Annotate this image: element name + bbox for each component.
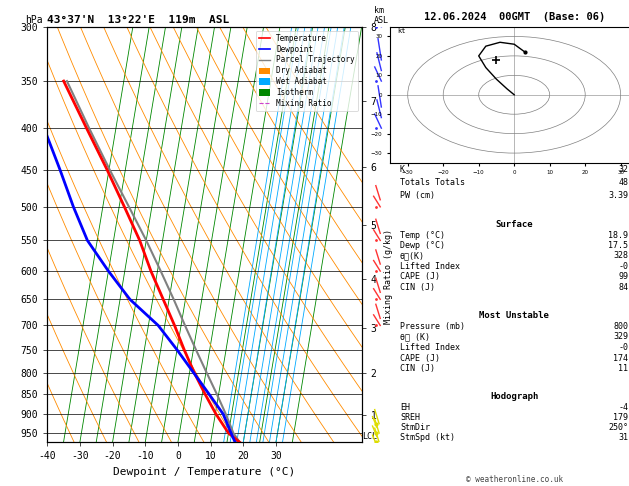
Text: 32: 32 bbox=[618, 165, 628, 174]
Text: © weatheronline.co.uk: © weatheronline.co.uk bbox=[465, 474, 563, 484]
Text: CAPE (J): CAPE (J) bbox=[400, 354, 440, 363]
Text: 250°: 250° bbox=[608, 423, 628, 432]
Text: StmSpd (kt): StmSpd (kt) bbox=[400, 433, 455, 442]
Text: 12.06.2024  00GMT  (Base: 06): 12.06.2024 00GMT (Base: 06) bbox=[423, 12, 605, 22]
Text: Dewp (°C): Dewp (°C) bbox=[400, 241, 445, 250]
Text: Hodograph: Hodograph bbox=[490, 393, 538, 401]
Text: CIN (J): CIN (J) bbox=[400, 282, 435, 292]
Text: 11: 11 bbox=[618, 364, 628, 373]
Text: 17.5: 17.5 bbox=[608, 241, 628, 250]
Text: hPa: hPa bbox=[25, 15, 43, 25]
Text: 84: 84 bbox=[618, 282, 628, 292]
Text: 48: 48 bbox=[618, 178, 628, 187]
Text: Totals Totals: Totals Totals bbox=[400, 178, 465, 187]
Text: Temp (°C): Temp (°C) bbox=[400, 231, 445, 240]
Legend: Temperature, Dewpoint, Parcel Trajectory, Dry Adiabat, Wet Adiabat, Isotherm, Mi: Temperature, Dewpoint, Parcel Trajectory… bbox=[255, 31, 358, 111]
Text: θᴜ (K): θᴜ (K) bbox=[400, 332, 430, 341]
Text: -0: -0 bbox=[618, 343, 628, 352]
Text: CIN (J): CIN (J) bbox=[400, 364, 435, 373]
Text: 3.39: 3.39 bbox=[608, 191, 628, 200]
Text: K: K bbox=[400, 165, 405, 174]
Text: θᴜ(K): θᴜ(K) bbox=[400, 251, 425, 260]
Text: SREH: SREH bbox=[400, 413, 420, 422]
Text: PW (cm): PW (cm) bbox=[400, 191, 435, 200]
Text: 174: 174 bbox=[613, 354, 628, 363]
Text: StmDir: StmDir bbox=[400, 423, 430, 432]
Text: 179: 179 bbox=[613, 413, 628, 422]
Text: Mixing Ratio (g/kg): Mixing Ratio (g/kg) bbox=[384, 228, 393, 324]
Text: 18.9: 18.9 bbox=[608, 231, 628, 240]
Text: 329: 329 bbox=[613, 332, 628, 341]
Text: CAPE (J): CAPE (J) bbox=[400, 272, 440, 281]
Text: 43°37'N  13°22'E  119m  ASL: 43°37'N 13°22'E 119m ASL bbox=[47, 15, 230, 25]
Text: 31: 31 bbox=[618, 433, 628, 442]
Text: 99: 99 bbox=[618, 272, 628, 281]
Text: Most Unstable: Most Unstable bbox=[479, 311, 549, 320]
Text: EH: EH bbox=[400, 402, 410, 412]
Text: kt: kt bbox=[397, 28, 406, 34]
X-axis label: Dewpoint / Temperature (°C): Dewpoint / Temperature (°C) bbox=[113, 467, 296, 477]
Text: Pressure (mb): Pressure (mb) bbox=[400, 322, 465, 330]
Text: 800: 800 bbox=[613, 322, 628, 330]
Text: Lifted Index: Lifted Index bbox=[400, 343, 460, 352]
Text: Lifted Index: Lifted Index bbox=[400, 262, 460, 271]
Text: 328: 328 bbox=[613, 251, 628, 260]
Text: Surface: Surface bbox=[496, 220, 533, 229]
Text: LCL: LCL bbox=[362, 432, 377, 441]
Text: -0: -0 bbox=[618, 262, 628, 271]
Text: -4: -4 bbox=[618, 402, 628, 412]
Text: km
ASL: km ASL bbox=[374, 6, 389, 25]
